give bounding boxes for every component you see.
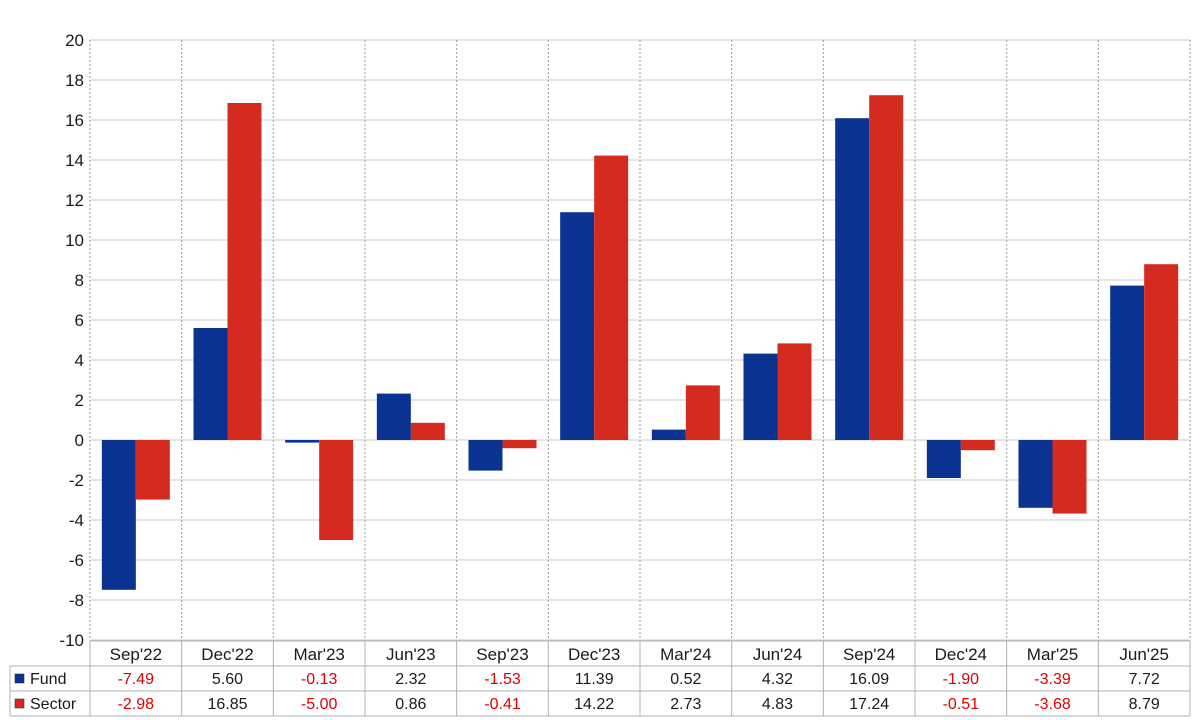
bar-sector xyxy=(227,103,262,440)
y-tick-label: -4 xyxy=(69,511,84,530)
bar-fund xyxy=(1018,440,1053,508)
bar-fund xyxy=(101,440,136,590)
category-label: Dec'23 xyxy=(568,645,620,664)
y-tick-label: 2 xyxy=(75,391,84,410)
y-tick-label: 12 xyxy=(65,191,84,210)
y-tick-label: -10 xyxy=(59,631,84,650)
y-tick-label: 10 xyxy=(65,231,84,250)
bars xyxy=(101,95,1179,590)
data-label-sector: -0.51 xyxy=(943,696,980,713)
data-label-sector: 0.86 xyxy=(395,696,426,713)
bar-sector xyxy=(135,440,170,500)
data-label-sector: -0.41 xyxy=(484,696,521,713)
bar-fund xyxy=(926,440,961,478)
bar-fund xyxy=(468,440,503,471)
y-tick-label: 8 xyxy=(75,271,84,290)
data-label-sector: -5.00 xyxy=(301,696,338,713)
legend-swatch-fund xyxy=(14,673,25,684)
bar-sector xyxy=(869,95,904,440)
y-tick-label: -6 xyxy=(69,551,84,570)
category-label: Jun'25 xyxy=(1119,645,1169,664)
data-label-sector: 4.83 xyxy=(762,696,793,713)
y-tick-label: 18 xyxy=(65,71,84,90)
category-label: Sep'22 xyxy=(110,645,162,664)
bar-sector xyxy=(410,422,445,440)
data-label-fund: 0.52 xyxy=(670,671,701,688)
y-tick-label: 16 xyxy=(65,111,84,130)
y-tick-label: 6 xyxy=(75,311,84,330)
category-label: Dec'22 xyxy=(201,645,253,664)
y-tick-label: -2 xyxy=(69,471,84,490)
data-label-sector: 2.73 xyxy=(670,696,701,713)
bar-fund xyxy=(835,118,870,440)
bar-sector xyxy=(1052,440,1087,514)
data-label-sector: -2.98 xyxy=(118,696,155,713)
data-label-fund: -1.90 xyxy=(943,671,980,688)
bar-sector xyxy=(594,155,629,440)
bar-fund xyxy=(193,328,228,440)
category-label: Mar'23 xyxy=(293,645,344,664)
bar-fund xyxy=(743,353,778,440)
category-label: Mar'25 xyxy=(1027,645,1078,664)
bar-fund xyxy=(376,393,411,440)
y-tick-label: 20 xyxy=(65,31,84,50)
legend-swatch-sector xyxy=(14,698,25,709)
category-label: Sep'23 xyxy=(476,645,528,664)
data-label-sector: 14.22 xyxy=(574,696,614,713)
grid xyxy=(89,39,1191,641)
data-label-fund: -3.39 xyxy=(1034,671,1071,688)
category-label: Jun'24 xyxy=(753,645,803,664)
data-label-fund: -0.13 xyxy=(301,671,338,688)
category-label: Jun'23 xyxy=(386,645,436,664)
bar-sector xyxy=(777,343,812,440)
category-label: Sep'24 xyxy=(843,645,895,664)
data-label-sector: -3.68 xyxy=(1034,696,1071,713)
bar-sector xyxy=(502,440,537,449)
bar-sector xyxy=(319,440,354,540)
data-label-fund: 16.09 xyxy=(849,671,889,688)
bar-fund xyxy=(1110,285,1145,440)
y-tick-label: 4 xyxy=(75,351,84,370)
data-label-sector: 17.24 xyxy=(849,696,889,713)
legend-label-fund: Fund xyxy=(30,671,66,688)
data-label-fund: -7.49 xyxy=(118,671,155,688)
data-label-sector: 8.79 xyxy=(1129,696,1160,713)
data-label-fund: 2.32 xyxy=(395,671,426,688)
data-label-sector: 16.85 xyxy=(207,696,247,713)
y-tick-label: 0 xyxy=(75,431,84,450)
data-label-fund: -1.53 xyxy=(484,671,521,688)
legend-label-sector: Sector xyxy=(30,696,77,713)
data-label-fund: 4.32 xyxy=(762,671,793,688)
data-label-fund: 5.60 xyxy=(212,671,243,688)
data-label-fund: 11.39 xyxy=(575,671,614,688)
data-label-fund: 7.72 xyxy=(1129,671,1160,688)
bar-fund xyxy=(560,212,595,440)
bar-sector xyxy=(960,440,995,451)
bar-sector xyxy=(1144,264,1179,440)
bar-fund xyxy=(651,429,686,440)
y-tick-label: 14 xyxy=(65,151,84,170)
category-label: Mar'24 xyxy=(660,645,711,664)
y-tick-label: -8 xyxy=(69,591,84,610)
category-label: Dec'24 xyxy=(935,645,987,664)
data-table: Sep'22 Dec'22 Mar'23 Jun'23 Sep'23 Dec'23 Mar'… xyxy=(9,640,1191,717)
bar-sector xyxy=(685,385,720,440)
bar-fund xyxy=(285,440,320,443)
